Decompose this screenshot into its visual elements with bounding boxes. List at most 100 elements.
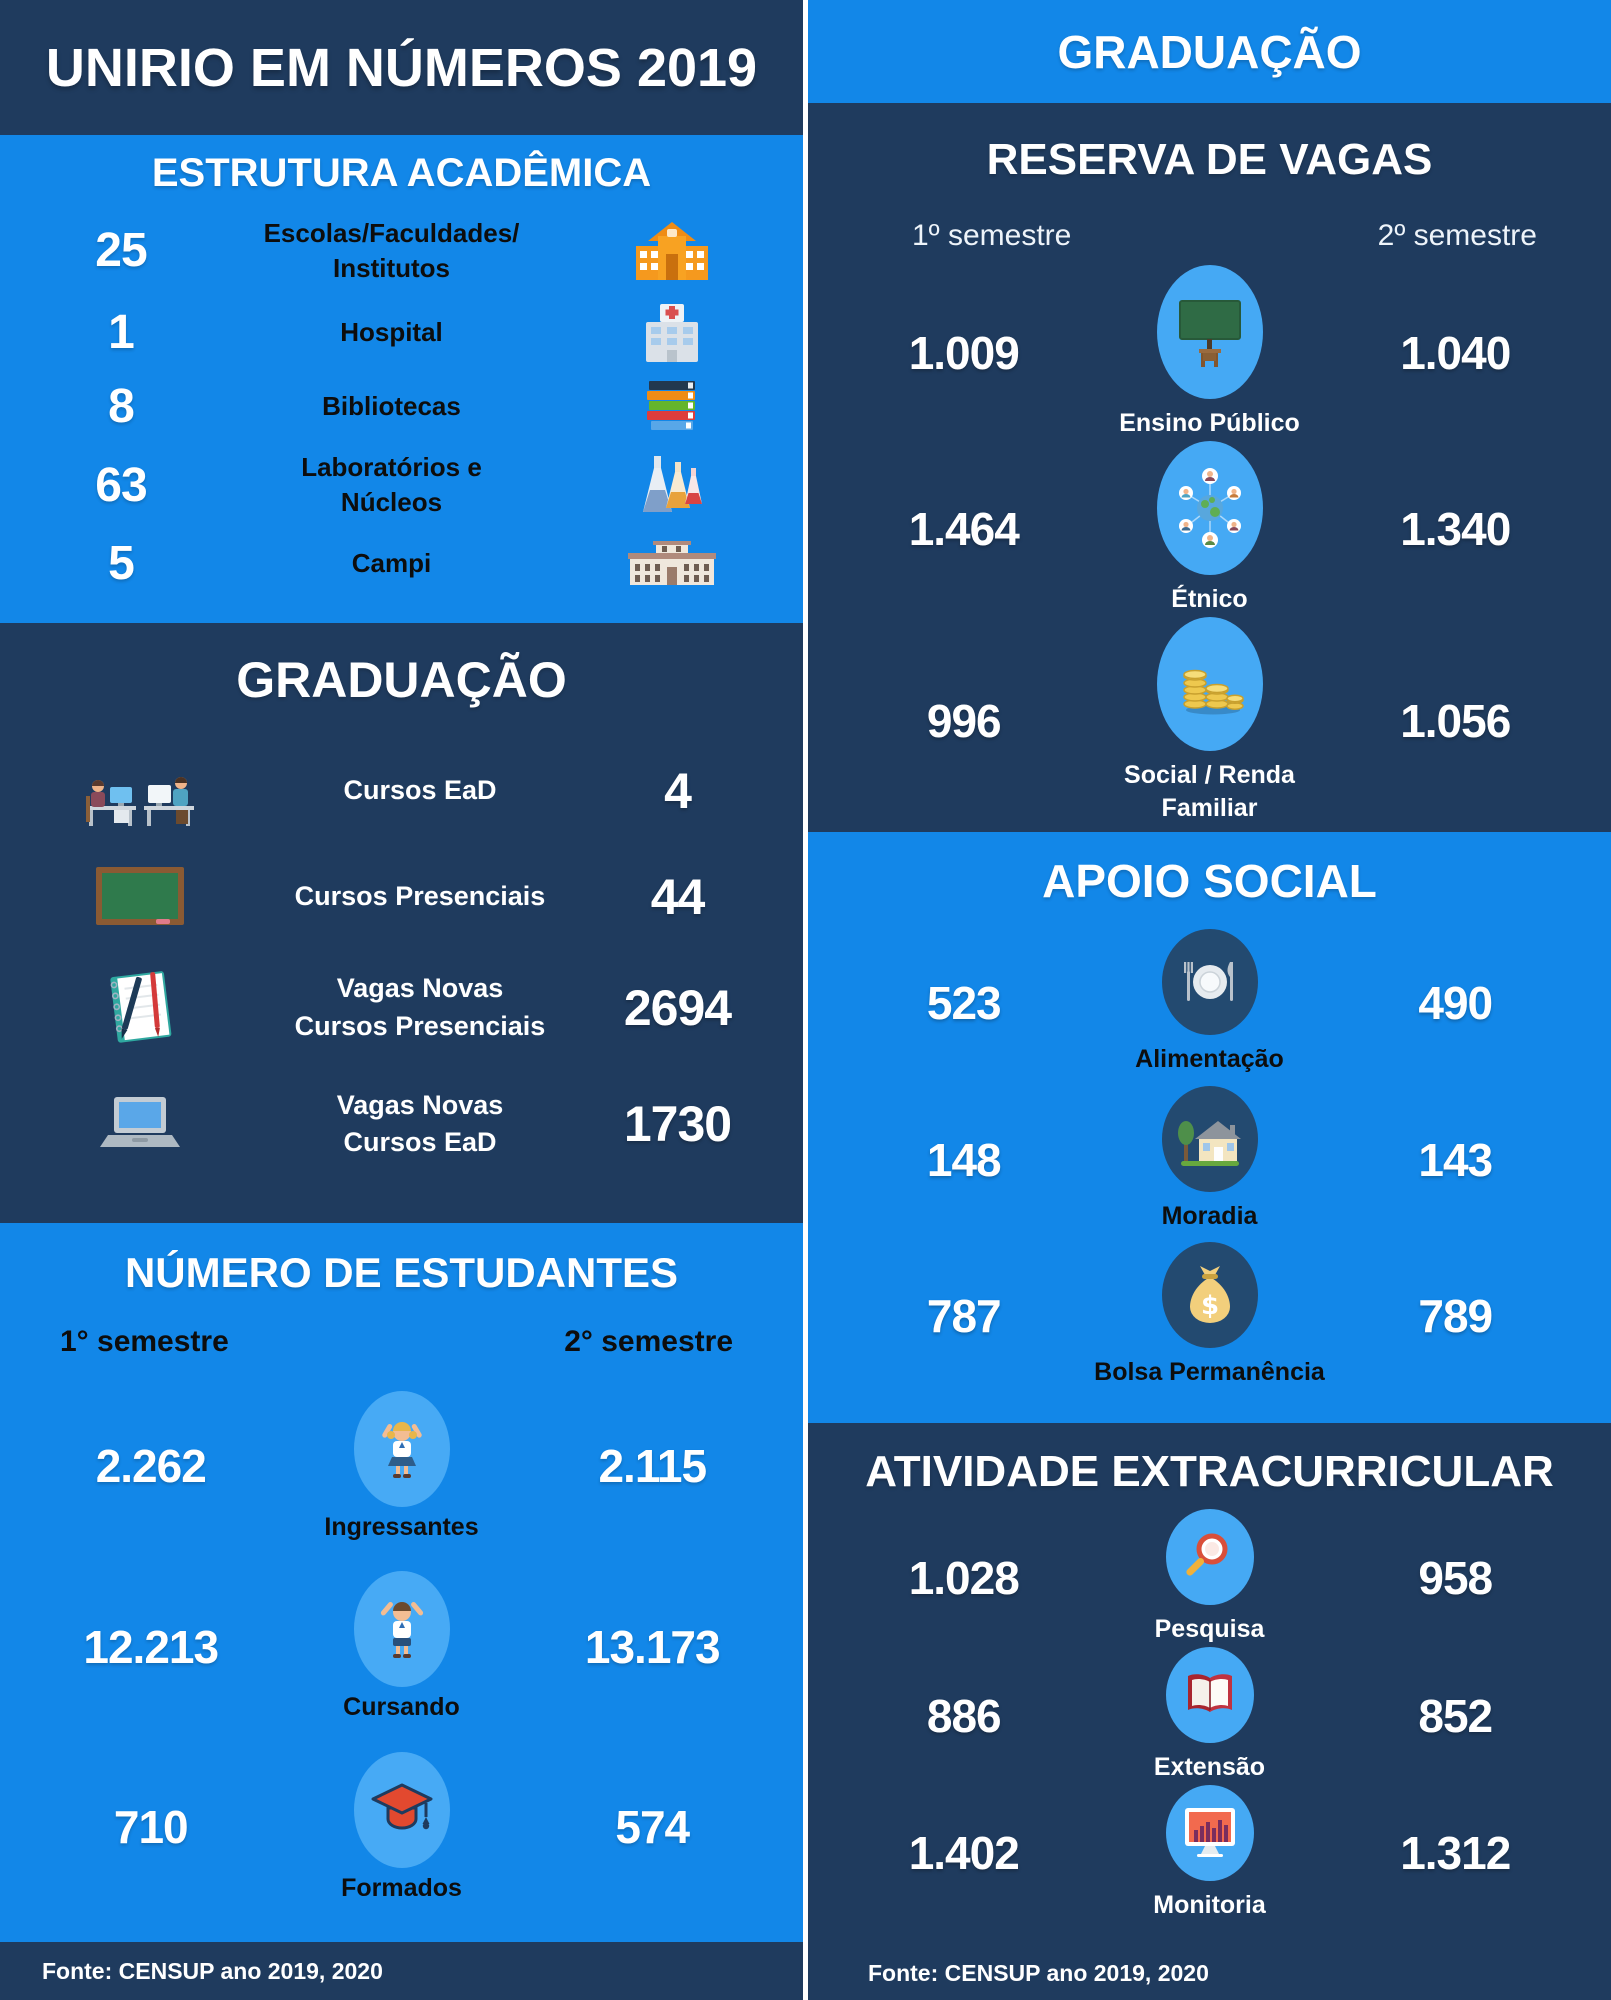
estrutura-value: 25 — [95, 224, 147, 278]
graduacao-left-title: GRADUAÇÃO — [236, 652, 567, 708]
table-row: 787 $ Bolsa Permanência 789 — [858, 1242, 1561, 1390]
sem2-value: 1.340 — [1400, 502, 1511, 555]
flasks-icon — [577, 454, 767, 516]
distance-learning-icon — [40, 754, 240, 828]
table-row: 886 Extensão 85 — [858, 1646, 1561, 1785]
estrutura-title: ESTRUTURA ACADÊMICA — [151, 151, 652, 195]
sem2-value: 852 — [1418, 1689, 1493, 1742]
table-row: 63 Laboratórios e Núcleos — [36, 450, 767, 520]
estrutura-label: Laboratórios e Núcleos — [301, 452, 482, 518]
estrutura-label: Bibliotecas — [322, 391, 461, 422]
graduacao-label: Vagas Novas Cursos Presenciais — [294, 972, 546, 1041]
sem2-value: 574 — [615, 1801, 690, 1853]
page-title: UNIRIO EM NÚMEROS 2019 — [45, 37, 758, 98]
sem2-value: 1.056 — [1400, 695, 1511, 748]
section-reserva-vagas: RESERVA DE VAGAS 1º semestre 2º semestre… — [808, 103, 1611, 832]
open-book-icon — [1165, 1646, 1254, 1743]
table-row: 996 — [858, 616, 1561, 827]
notebook-icon — [40, 966, 240, 1050]
table-row: 1.009 Ensino Públic — [858, 265, 1561, 441]
estrutura-rows: 25 Escolas/Faculdades/ Institutos — [0, 196, 803, 623]
estudantes-label: Ingressantes — [324, 1512, 479, 1541]
monitor-chart-icon — [1165, 1784, 1254, 1881]
estrutura-value: 8 — [108, 380, 135, 434]
section-graduacao-left: GRADUAÇÃO — [0, 623, 803, 1223]
sem1-value: 12.213 — [83, 1620, 219, 1673]
right-column: GRADUAÇÃO RESERVA DE VAGAS 1º semestre 2… — [808, 0, 1611, 2000]
reserva-label: Étnico — [1171, 584, 1248, 613]
table-row: 1.402 — [858, 1784, 1561, 1923]
reserva-label: Ensino Público — [1119, 409, 1300, 437]
table-row: 1 Hospital — [36, 302, 767, 364]
atividade-title: ATIVIDADE EXTRACURRICULAR — [865, 1447, 1554, 1496]
campus-icon — [577, 540, 767, 587]
sem2-value: 143 — [1418, 1133, 1493, 1186]
student-boy-icon — [353, 1571, 450, 1687]
estrutura-value: 63 — [95, 458, 147, 512]
sem1-value: 996 — [926, 695, 1002, 748]
graduacao-value: 4 — [664, 762, 692, 819]
student-girl-icon — [353, 1390, 450, 1507]
sem1-value: 787 — [926, 1290, 1002, 1343]
table-row: Cursos EaD 4 — [40, 754, 755, 828]
table-row: 5 Campi — [36, 536, 767, 591]
estrutura-label: Hospital — [340, 317, 443, 348]
magnifier-icon — [1165, 1509, 1254, 1605]
graduacao-value: 2694 — [623, 979, 732, 1036]
table-row: Vagas Novas Cursos Presenciais 2694 — [40, 966, 755, 1050]
atividade-label: Monitoria — [1153, 1890, 1266, 1919]
graduacao-label: Vagas Novas Cursos EaD — [336, 1089, 504, 1158]
section-apoio-social: APOIO SOCIAL 523 — [808, 832, 1611, 1423]
sem1-value: 523 — [926, 976, 1002, 1029]
sem2-value: 789 — [1418, 1290, 1493, 1343]
meal-icon — [1161, 928, 1258, 1035]
sem1-value: 710 — [113, 1801, 189, 1853]
books-icon — [577, 379, 767, 434]
reserva-title: RESERVA DE VAGAS — [986, 135, 1433, 184]
graduacao-value: 44 — [650, 868, 706, 925]
sem2-value: 13.173 — [584, 1620, 721, 1673]
sem1-label: 1º semestre — [912, 219, 1072, 252]
laptop-icon — [40, 1095, 240, 1153]
apoio-rows: 523 — [808, 908, 1611, 1423]
estudantes-rows: 2.262 — [0, 1359, 803, 1942]
apoio-title: APOIO SOCIAL — [1042, 855, 1377, 907]
ethnic-globe-icon — [1156, 440, 1263, 575]
graduation-cap-icon — [353, 1751, 450, 1868]
section-estrutura-academica: ESTRUTURA ACADÊMICA 25 Escolas/Faculdade… — [0, 135, 803, 623]
estrutura-label: Campi — [351, 548, 432, 579]
semester-labels: 1º semestre 2º semestre — [808, 219, 1611, 253]
table-row: 523 — [858, 928, 1561, 1077]
left-column: UNIRIO EM NÚMEROS 2019 ESTRUTURA ACADÊMI… — [0, 0, 803, 2000]
semester-labels: 1° semestre 2° semestre — [0, 1325, 803, 1359]
sem1-value: 1.402 — [908, 1827, 1020, 1880]
sem2-value: 958 — [1418, 1551, 1493, 1604]
table-row: Cursos Presenciais 44 — [40, 865, 755, 929]
graduacao-label: Cursos Presenciais — [294, 880, 546, 911]
apoio-label: Moradia — [1161, 1201, 1258, 1230]
table-row: 8 Bibliotecas — [36, 379, 767, 434]
table-row: 1.028 Pesquisa — [858, 1509, 1561, 1647]
source-note: Fonte: CENSUP ano 2019, 2020 — [868, 1959, 1209, 1986]
table-row: 710 Formados 57 — [30, 1751, 773, 1903]
coins-icon — [1156, 616, 1263, 751]
atividade-label: Extensão — [1153, 1752, 1266, 1781]
reserva-label: Social / Renda Familiar — [1124, 760, 1295, 823]
section-atividade-extracurricular: ATIVIDADE EXTRACURRICULAR 1.028 — [808, 1423, 1611, 2000]
left-footer: Fonte: CENSUP ano 2019, 2020 — [0, 1942, 803, 2000]
sem2-label: 2° semestre — [564, 1325, 733, 1358]
table-row: 148 — [858, 1085, 1561, 1234]
table-row: 2.262 — [30, 1390, 773, 1542]
source-note: Fonte: CENSUP ano 2019, 2020 — [42, 1957, 383, 1984]
sem1-value: 1.009 — [908, 326, 1020, 379]
classroom-icon — [1156, 265, 1263, 399]
graduacao-rows: Cursos EaD 4 Cursos Presenciais 44 — [0, 709, 803, 1223]
sem1-value: 1.028 — [908, 1551, 1020, 1604]
school-icon — [577, 220, 767, 282]
money-bag-icon: $ — [1161, 1242, 1258, 1349]
sem1-value: 2.262 — [95, 1440, 207, 1492]
table-row: 1.464 — [858, 440, 1561, 617]
graduacao-label: Cursos EaD — [343, 774, 497, 805]
estudantes-label: Formados — [341, 1873, 462, 1902]
atividade-label: Pesquisa — [1154, 1615, 1265, 1643]
